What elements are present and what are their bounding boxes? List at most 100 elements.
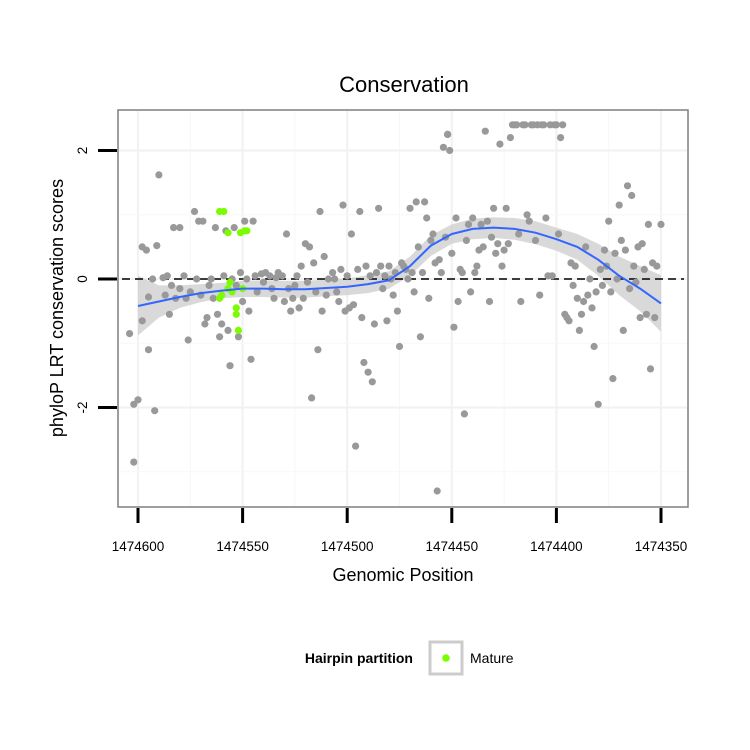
point-mature: [243, 227, 251, 235]
point-other: [236, 269, 245, 277]
point-other: [504, 240, 512, 248]
point-mature: [232, 304, 240, 312]
x-tick-label: 1474450: [426, 539, 479, 554]
point-other: [134, 396, 142, 404]
point-other: [500, 246, 508, 254]
point-other: [642, 310, 651, 318]
point-other: [393, 307, 401, 315]
point-other: [477, 220, 485, 228]
point-other: [230, 224, 238, 232]
point-other: [523, 211, 531, 219]
legend-entry-mature: Mature: [470, 650, 514, 666]
point-other: [600, 246, 609, 254]
point-other: [487, 233, 496, 241]
y-axis: -2 0 2: [75, 147, 117, 414]
legend: Hairpin partition Mature: [305, 640, 514, 676]
y-tick-label: -2: [75, 401, 90, 413]
point-other: [651, 314, 659, 322]
point-other: [588, 304, 596, 312]
point-other: [190, 207, 199, 216]
point-other: [305, 243, 314, 251]
point-other: [155, 171, 163, 179]
point-other: [473, 262, 481, 270]
confidence-band: [138, 217, 661, 336]
point-other: [594, 400, 602, 408]
point-other: [657, 220, 665, 228]
point-other: [467, 288, 475, 296]
point-other: [170, 224, 178, 232]
point-other: [490, 204, 498, 212]
point-other: [577, 310, 586, 318]
point-other: [316, 207, 324, 216]
point-other: [295, 304, 303, 312]
legend-key-mature: [442, 654, 450, 662]
point-other: [144, 346, 153, 354]
point-other: [280, 297, 288, 306]
point-other: [293, 272, 301, 280]
point-other: [144, 293, 153, 301]
point-other: [312, 288, 320, 296]
point-other: [414, 243, 422, 251]
point-other: [605, 217, 613, 225]
point-other: [180, 272, 188, 280]
point-other: [404, 275, 412, 283]
point-other: [502, 204, 510, 212]
point-other: [253, 288, 261, 296]
point-other: [243, 275, 251, 283]
point-other: [517, 297, 525, 306]
x-axis-label: Genomic Position: [332, 565, 473, 585]
point-other: [464, 220, 473, 228]
point-other: [536, 291, 544, 299]
point-other: [506, 134, 514, 142]
point-other: [176, 285, 184, 293]
point-other: [623, 182, 632, 190]
point-other: [611, 249, 619, 257]
points-mature: [216, 207, 251, 334]
point-other: [352, 442, 360, 450]
point-other: [636, 314, 644, 322]
point-other: [462, 236, 470, 244]
point-other: [630, 262, 638, 270]
point-other: [343, 272, 351, 280]
point-other: [385, 262, 393, 270]
point-mature: [234, 326, 242, 334]
point-other: [266, 272, 274, 280]
point-other: [322, 291, 330, 299]
point-other: [372, 269, 381, 277]
point-other: [416, 333, 424, 341]
point-other: [165, 310, 173, 318]
point-other: [329, 269, 337, 277]
point-other: [452, 214, 460, 222]
point-other: [653, 262, 661, 270]
point-other: [613, 275, 621, 283]
x-tick-label: 1474600: [112, 539, 165, 554]
point-other: [241, 217, 249, 225]
point-other: [640, 265, 648, 273]
point-other: [383, 317, 391, 325]
point-other: [450, 323, 458, 331]
point-other: [282, 230, 291, 238]
point-other: [525, 217, 533, 225]
point-mature: [220, 207, 228, 216]
point-other: [596, 265, 604, 273]
point-other: [167, 281, 176, 289]
point-other: [176, 224, 184, 232]
point-other: [126, 330, 134, 338]
point-mature: [232, 310, 240, 318]
point-other: [324, 275, 332, 283]
point-other: [356, 207, 364, 216]
point-other: [427, 236, 435, 244]
point-other: [552, 121, 561, 129]
point-other: [559, 121, 567, 129]
point-other: [249, 217, 257, 225]
point-other: [565, 317, 573, 325]
point-other: [142, 246, 150, 254]
point-other: [485, 297, 494, 306]
point-other: [138, 317, 146, 325]
point-other: [469, 214, 477, 222]
x-axis: 1474600 1474550 1474500 1474450 1474400 14743…: [112, 508, 687, 554]
point-other: [349, 301, 358, 309]
point-other: [335, 297, 343, 306]
y-tick-label: 2: [75, 147, 90, 155]
